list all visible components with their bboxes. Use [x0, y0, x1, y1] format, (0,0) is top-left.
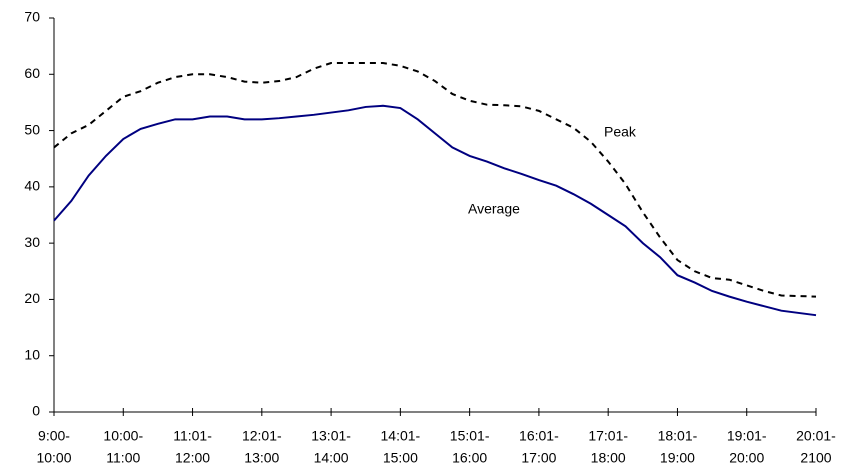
x-tick-label: 16:00: [452, 450, 487, 466]
x-tick-label: 13:00: [244, 450, 279, 466]
x-tick-label: 18:00: [591, 450, 626, 466]
x-tick-label: 17:01-: [588, 428, 628, 444]
x-tick-label: 20:00: [729, 450, 764, 466]
x-tick-label: 12:00: [175, 450, 210, 466]
y-tick-label: 50: [24, 121, 40, 137]
x-tick-label: 9:00-: [38, 428, 70, 444]
x-tick-label: 10:00: [36, 450, 71, 466]
series-label: Peak: [604, 124, 637, 140]
x-tick-label: 2100: [800, 450, 831, 466]
x-tick-label: 13:01-: [311, 428, 351, 444]
x-tick-label: 18:01-: [658, 428, 698, 444]
y-tick-label: 70: [24, 9, 40, 25]
x-tick-label: 14:00: [314, 450, 349, 466]
y-tick-label: 30: [24, 234, 40, 250]
x-tick-label: 20:01-: [796, 428, 836, 444]
x-tick-label: 11:00: [106, 450, 140, 466]
x-tick-label: 14:01-: [381, 428, 421, 444]
x-tick-label: 16:01-: [519, 428, 559, 444]
x-tick-label: 11:01-: [173, 428, 212, 444]
x-tick-label: 15:00: [383, 450, 418, 466]
y-tick-label: 10: [24, 346, 40, 362]
x-tick-label: 17:00: [521, 450, 556, 466]
x-tick-label: 19:00: [660, 450, 695, 466]
y-tick-label: 40: [24, 178, 40, 194]
x-tick-label: 19:01-: [727, 428, 767, 444]
y-tick-label: 60: [24, 65, 40, 81]
series-line: [53, 104, 817, 317]
y-tick-label: 20: [24, 290, 40, 306]
x-tick-label: 12:01-: [242, 428, 282, 444]
series-line: [53, 62, 817, 298]
y-tick-label: 0: [32, 403, 40, 419]
x-tick-label: 10:00-: [103, 428, 143, 444]
series-label: Average: [468, 201, 520, 217]
x-tick-label: 15:01-: [450, 428, 490, 444]
